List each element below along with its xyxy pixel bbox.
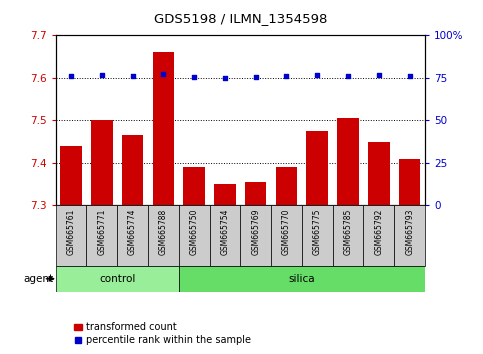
Point <box>221 75 229 81</box>
Text: GSM665792: GSM665792 <box>374 208 384 255</box>
Bar <box>368 142 390 205</box>
Bar <box>117 205 148 266</box>
Bar <box>153 52 174 205</box>
Point <box>375 73 383 78</box>
Point <box>344 73 352 79</box>
Text: silica: silica <box>288 274 315 284</box>
Text: GDS5198 / ILMN_1354598: GDS5198 / ILMN_1354598 <box>154 12 327 25</box>
Text: GSM665770: GSM665770 <box>282 208 291 255</box>
Text: GSM665771: GSM665771 <box>97 208 106 255</box>
Bar <box>214 184 236 205</box>
Point <box>98 73 106 78</box>
Text: GSM665775: GSM665775 <box>313 208 322 255</box>
Bar <box>210 205 240 266</box>
Point <box>406 73 413 79</box>
Bar <box>56 266 179 292</box>
Point <box>128 73 136 79</box>
Bar <box>60 146 82 205</box>
Text: control: control <box>99 274 135 284</box>
Text: GSM665785: GSM665785 <box>343 208 353 255</box>
Bar <box>333 205 364 266</box>
Point <box>67 73 75 79</box>
Bar <box>184 167 205 205</box>
Text: GSM665750: GSM665750 <box>190 208 199 255</box>
Text: agent: agent <box>23 274 53 284</box>
Bar <box>302 205 333 266</box>
Point <box>190 74 198 80</box>
Bar <box>179 205 210 266</box>
Bar <box>337 118 359 205</box>
Point <box>252 74 259 80</box>
Bar <box>240 205 271 266</box>
Point <box>313 73 321 78</box>
Bar <box>271 205 302 266</box>
Bar <box>148 205 179 266</box>
Bar <box>86 205 117 266</box>
Bar <box>394 205 425 266</box>
Bar <box>364 205 394 266</box>
Bar <box>276 167 297 205</box>
Text: GSM665788: GSM665788 <box>159 208 168 255</box>
Text: GSM665761: GSM665761 <box>67 208 75 255</box>
Point <box>283 73 290 79</box>
Text: GSM665754: GSM665754 <box>220 208 229 255</box>
Bar <box>179 266 425 292</box>
Point <box>159 72 167 77</box>
Bar <box>56 205 86 266</box>
Legend: transformed count, percentile rank within the sample: transformed count, percentile rank withi… <box>70 319 255 349</box>
Text: GSM665774: GSM665774 <box>128 208 137 255</box>
Bar <box>245 182 267 205</box>
Bar <box>91 120 113 205</box>
Bar <box>399 159 420 205</box>
Text: GSM665793: GSM665793 <box>405 208 414 255</box>
Bar <box>307 131 328 205</box>
Bar <box>122 135 143 205</box>
Text: GSM665769: GSM665769 <box>251 208 260 255</box>
